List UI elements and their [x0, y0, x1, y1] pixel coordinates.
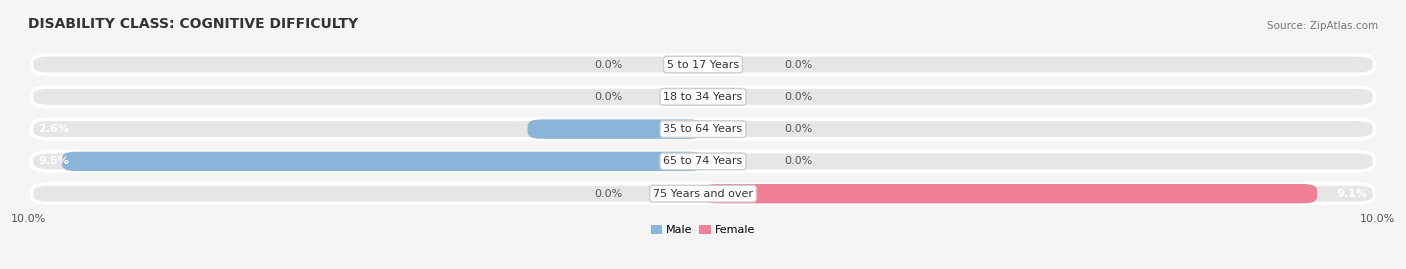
- Text: 35 to 64 Years: 35 to 64 Years: [664, 124, 742, 134]
- Text: DISABILITY CLASS: COGNITIVE DIFFICULTY: DISABILITY CLASS: COGNITIVE DIFFICULTY: [28, 17, 359, 31]
- Text: 65 to 74 Years: 65 to 74 Years: [664, 156, 742, 167]
- Text: 0.0%: 0.0%: [785, 92, 813, 102]
- FancyBboxPatch shape: [527, 119, 703, 139]
- FancyBboxPatch shape: [31, 184, 1375, 203]
- FancyBboxPatch shape: [31, 119, 1375, 139]
- Text: 9.1%: 9.1%: [1337, 189, 1368, 199]
- Text: 18 to 34 Years: 18 to 34 Years: [664, 92, 742, 102]
- Text: 0.0%: 0.0%: [593, 59, 621, 70]
- FancyBboxPatch shape: [62, 152, 703, 171]
- Text: 0.0%: 0.0%: [593, 92, 621, 102]
- Text: 75 Years and over: 75 Years and over: [652, 189, 754, 199]
- FancyBboxPatch shape: [31, 87, 1375, 107]
- Text: 0.0%: 0.0%: [785, 156, 813, 167]
- FancyBboxPatch shape: [31, 152, 1375, 171]
- FancyBboxPatch shape: [703, 184, 1317, 203]
- Text: 2.6%: 2.6%: [38, 124, 69, 134]
- Legend: Male, Female: Male, Female: [647, 220, 759, 240]
- Text: 5 to 17 Years: 5 to 17 Years: [666, 59, 740, 70]
- Text: 0.0%: 0.0%: [593, 189, 621, 199]
- Text: 0.0%: 0.0%: [785, 124, 813, 134]
- FancyBboxPatch shape: [31, 55, 1375, 74]
- Text: 9.5%: 9.5%: [38, 156, 69, 167]
- Text: Source: ZipAtlas.com: Source: ZipAtlas.com: [1267, 21, 1378, 31]
- Text: 0.0%: 0.0%: [785, 59, 813, 70]
